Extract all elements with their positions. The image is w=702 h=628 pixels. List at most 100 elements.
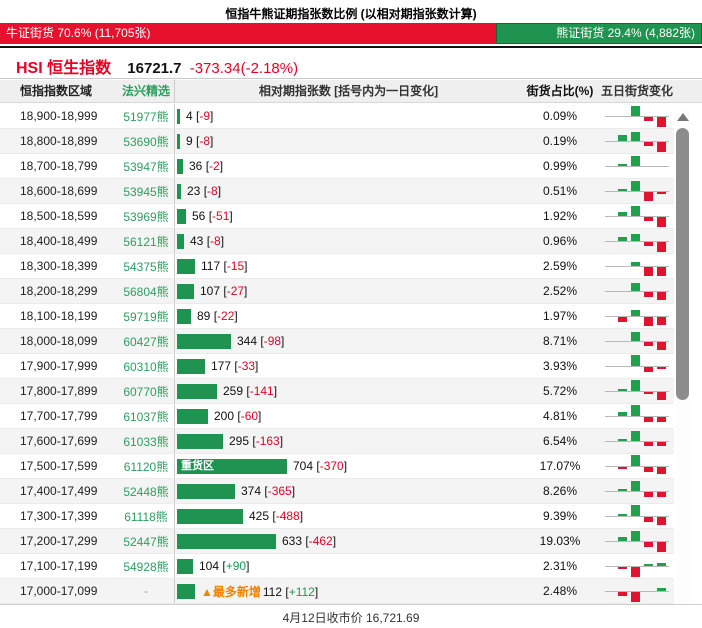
- picked-code[interactable]: 51977熊: [123, 109, 169, 124]
- spark-cell: [600, 229, 674, 253]
- volume-bar-cell: 117 [-15]: [174, 254, 520, 278]
- table-row: 18,800-18,899 53690熊 9 [-8] 0.19%: [0, 129, 674, 154]
- picked-code[interactable]: 53690熊: [123, 134, 169, 149]
- picked-code[interactable]: 52447熊: [123, 534, 169, 549]
- spark-baseline: [605, 341, 669, 342]
- picked-code[interactable]: 61033熊: [123, 434, 169, 449]
- sparkline: [605, 554, 669, 578]
- sparkline: [605, 154, 669, 178]
- picked-code[interactable]: 59719熊: [123, 309, 169, 324]
- bar-label: 374 [-365]: [241, 484, 295, 498]
- picked-code[interactable]: 53947熊: [123, 159, 169, 174]
- volume-bar: [177, 258, 195, 274]
- bracket-open: [: [243, 384, 250, 398]
- spark-bar-down: [657, 192, 666, 194]
- picked-code[interactable]: 56804熊: [123, 284, 169, 299]
- spark-bar-down: [644, 442, 653, 446]
- bar-value: 107: [200, 284, 221, 298]
- bracket-open: [: [210, 309, 218, 323]
- spark-baseline: [605, 141, 669, 142]
- spark-bar-down: [657, 317, 666, 325]
- bar-label: 177 [-33]: [211, 359, 258, 373]
- volume-bar: [177, 108, 180, 124]
- spark-bar-up: [618, 189, 627, 191]
- picked-code[interactable]: 56121熊: [123, 234, 169, 249]
- spark-baseline: [605, 566, 669, 567]
- bar-change: -488: [275, 509, 300, 523]
- spark-bar-down: [657, 142, 666, 152]
- picked-code[interactable]: 54375熊: [123, 259, 169, 274]
- bar-value: 43: [190, 234, 204, 248]
- picked-code[interactable]: 61120熊: [123, 459, 169, 474]
- close-price-footer: 4月12日收市价 16,721.69: [0, 604, 702, 628]
- spark-bar-up: [618, 489, 627, 491]
- index-range: 17,900-17,999: [20, 359, 98, 373]
- page-title: 恒指牛熊证期指张数比例 (以相对期指张数计算): [225, 7, 477, 21]
- spark-bar-up: [631, 262, 640, 266]
- sparkline: [605, 504, 669, 528]
- picked-code[interactable]: 61037熊: [123, 409, 169, 424]
- index-range: 18,700-18,799: [20, 159, 98, 173]
- table-row: 18,200-18,299 56804熊 107 [-27] 2.52%: [0, 279, 674, 304]
- vertical-scrollbar[interactable]: [676, 110, 690, 604]
- spark-bar-up: [631, 405, 640, 416]
- volume-bar: [177, 208, 186, 224]
- picked-code[interactable]: 60310熊: [123, 359, 169, 374]
- volume-bar-cell: 104 [+90]: [174, 554, 520, 578]
- spark-bar-up: [631, 132, 640, 141]
- bar-value: 177: [211, 359, 232, 373]
- bar-change: -22: [217, 309, 235, 323]
- spark-bar-down: [657, 342, 666, 350]
- spark-bar-down: [644, 117, 653, 121]
- index-range: 17,700-17,799: [20, 409, 98, 423]
- sparkline: [605, 279, 669, 303]
- bull-segment: 牛证街货 70.6% (11,705张): [0, 23, 496, 44]
- sparkline: [605, 429, 669, 453]
- volume-bar: [177, 583, 195, 599]
- spark-cell: [600, 479, 674, 503]
- index-range: 17,200-17,299: [20, 534, 98, 548]
- picked-code: -: [144, 584, 148, 598]
- spark-baseline: [605, 491, 669, 492]
- sparkline: [605, 479, 669, 503]
- bar-value: 56: [192, 209, 206, 223]
- picked-code[interactable]: 53945熊: [123, 184, 169, 199]
- col-header-picked-code: 法兴精选: [121, 84, 170, 98]
- bracket-close: ]: [314, 584, 319, 599]
- bar-label: 425 [-488]: [249, 509, 303, 523]
- bar-change: -33: [237, 359, 256, 373]
- bracket-open: [: [203, 234, 211, 248]
- picked-code[interactable]: 52448熊: [123, 484, 169, 499]
- scroll-up-arrow-icon[interactable]: [677, 113, 689, 121]
- bar-change: -8: [199, 134, 211, 148]
- picked-code[interactable]: 54928熊: [123, 559, 169, 574]
- bracket-open: [: [313, 459, 320, 473]
- spark-bar-down: [644, 192, 653, 201]
- sparkline: [605, 379, 669, 403]
- volume-bar: [177, 283, 194, 299]
- scrollbar-thumb[interactable]: [676, 128, 689, 400]
- table-row: 17,000-17,099 - ▲最多新增 112 [+112] 2.48%: [0, 579, 674, 604]
- spark-bar-down: [644, 367, 653, 372]
- sparkline: [605, 529, 669, 553]
- volume-bar-cell: 259 [-141]: [174, 379, 520, 403]
- picked-code[interactable]: 53969熊: [123, 209, 169, 224]
- volume-bar-cell: 633 [-462]: [174, 529, 520, 553]
- street-pct: 2.31%: [542, 559, 578, 573]
- volume-bar-cell: 177 [-33]: [174, 354, 520, 378]
- picked-code[interactable]: 61118熊: [124, 509, 168, 524]
- spark-bar-down: [644, 467, 653, 472]
- bar-value: 374: [241, 484, 262, 498]
- spark-baseline: [605, 391, 669, 392]
- spark-cell: [600, 254, 674, 278]
- spark-cell: [600, 504, 674, 528]
- picked-code[interactable]: 60770熊: [123, 384, 169, 399]
- spark-baseline: [605, 591, 669, 592]
- table-row: 18,700-18,799 53947熊 36 [-2] 0.99%: [0, 154, 674, 179]
- spark-cell: [600, 354, 674, 378]
- bar-label: 344 [-98]: [237, 334, 284, 348]
- spark-baseline: [605, 241, 669, 242]
- bracket-open: [: [269, 509, 276, 523]
- picked-code[interactable]: 60427熊: [123, 334, 169, 349]
- sparkline: [605, 329, 669, 353]
